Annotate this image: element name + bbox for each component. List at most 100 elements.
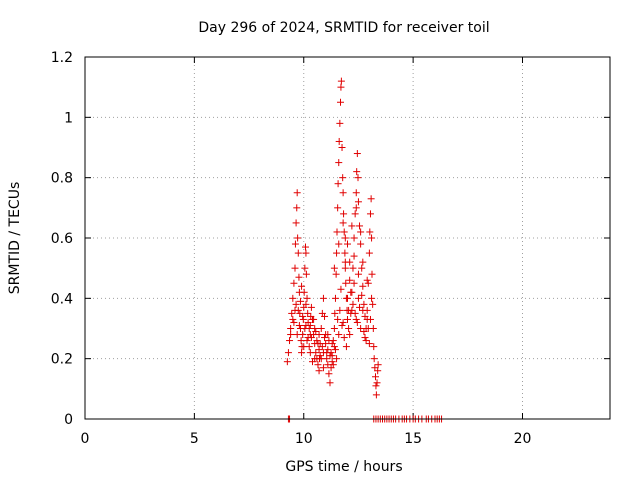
data-point bbox=[302, 270, 310, 278]
data-point bbox=[334, 315, 342, 323]
data-point bbox=[365, 340, 373, 348]
data-point bbox=[364, 325, 372, 332]
data-point bbox=[346, 276, 354, 284]
data-point bbox=[338, 321, 346, 329]
y-tick-label: 0.2 bbox=[51, 352, 73, 368]
y-tick-label: 0.6 bbox=[51, 231, 73, 247]
data-point bbox=[352, 189, 360, 197]
data-point bbox=[366, 315, 374, 323]
data-point bbox=[311, 355, 319, 363]
data-point bbox=[290, 318, 298, 326]
data-point bbox=[341, 249, 349, 257]
y-tick-label: 0 bbox=[64, 412, 73, 428]
data-point bbox=[350, 234, 358, 242]
x-tick-label: 0 bbox=[81, 431, 90, 447]
data-point bbox=[364, 279, 372, 287]
data-point bbox=[319, 349, 327, 357]
data-point bbox=[366, 228, 374, 236]
data-point bbox=[357, 325, 365, 332]
data-point bbox=[361, 334, 369, 342]
data-point bbox=[288, 309, 296, 317]
data-point bbox=[341, 258, 349, 266]
data-point bbox=[344, 294, 351, 302]
data-points bbox=[283, 77, 446, 423]
data-point bbox=[298, 349, 306, 357]
plot-frame bbox=[84, 56, 611, 420]
data-point bbox=[296, 297, 304, 305]
data-point bbox=[301, 325, 309, 332]
data-point bbox=[351, 309, 359, 317]
data-point bbox=[337, 83, 345, 91]
data-point bbox=[284, 349, 292, 357]
data-point bbox=[294, 234, 302, 242]
x-tick-label: 10 bbox=[295, 431, 313, 447]
data-point bbox=[297, 337, 305, 345]
data-point bbox=[286, 337, 294, 345]
data-point bbox=[317, 325, 325, 332]
data-point bbox=[303, 337, 311, 345]
data-point bbox=[319, 364, 327, 372]
data-point bbox=[372, 382, 380, 390]
data-point bbox=[340, 210, 348, 218]
data-point bbox=[340, 228, 348, 236]
data-point bbox=[369, 300, 377, 308]
data-point bbox=[295, 321, 303, 329]
data-point bbox=[368, 294, 376, 302]
data-point bbox=[327, 349, 335, 357]
data-point bbox=[348, 222, 356, 230]
data-point bbox=[303, 294, 311, 302]
data-point bbox=[334, 180, 342, 188]
data-point bbox=[324, 331, 332, 339]
data-point bbox=[339, 189, 347, 197]
y-tick-labels: 0 0.2 0.4 0.6 0.8 1 1.2 bbox=[51, 50, 73, 428]
data-point bbox=[346, 331, 354, 339]
data-point bbox=[322, 340, 330, 348]
data-point bbox=[329, 361, 337, 369]
data-point bbox=[321, 312, 329, 320]
data-point bbox=[347, 288, 355, 296]
data-point bbox=[373, 379, 381, 387]
data-point bbox=[362, 337, 370, 345]
data-point bbox=[345, 325, 353, 332]
data-point bbox=[290, 279, 298, 287]
x-axis-label: GPS time / hours bbox=[285, 459, 402, 475]
data-point bbox=[370, 355, 378, 363]
data-point bbox=[315, 367, 323, 375]
data-point bbox=[321, 334, 329, 342]
data-point bbox=[358, 264, 366, 272]
data-point bbox=[283, 358, 291, 366]
data-point bbox=[345, 306, 353, 314]
data-point bbox=[313, 337, 321, 345]
data-point bbox=[335, 240, 343, 248]
data-point bbox=[305, 343, 313, 351]
y-tick-label: 1 bbox=[64, 110, 73, 126]
data-point bbox=[358, 291, 366, 299]
data-point bbox=[293, 204, 301, 212]
data-point bbox=[336, 119, 344, 127]
data-point bbox=[293, 189, 301, 197]
data-point bbox=[311, 325, 319, 332]
data-point bbox=[295, 273, 303, 281]
data-point bbox=[341, 264, 349, 272]
data-point bbox=[292, 219, 300, 227]
data-point bbox=[331, 309, 339, 317]
data-point bbox=[371, 364, 379, 372]
data-point bbox=[289, 294, 297, 302]
data-point bbox=[328, 340, 336, 348]
data-point bbox=[314, 340, 322, 348]
y-tick-label: 0.8 bbox=[51, 171, 73, 187]
data-point bbox=[370, 343, 378, 351]
data-point bbox=[292, 300, 300, 308]
data-point bbox=[299, 312, 307, 320]
data-point bbox=[325, 337, 333, 345]
data-point bbox=[354, 270, 362, 278]
x-tick-label: 15 bbox=[404, 431, 422, 447]
data-point bbox=[302, 249, 310, 257]
data-point bbox=[296, 309, 304, 317]
data-point bbox=[294, 306, 302, 314]
data-point bbox=[353, 168, 361, 176]
data-point bbox=[328, 358, 336, 366]
data-point bbox=[353, 150, 361, 158]
data-point bbox=[324, 346, 332, 354]
